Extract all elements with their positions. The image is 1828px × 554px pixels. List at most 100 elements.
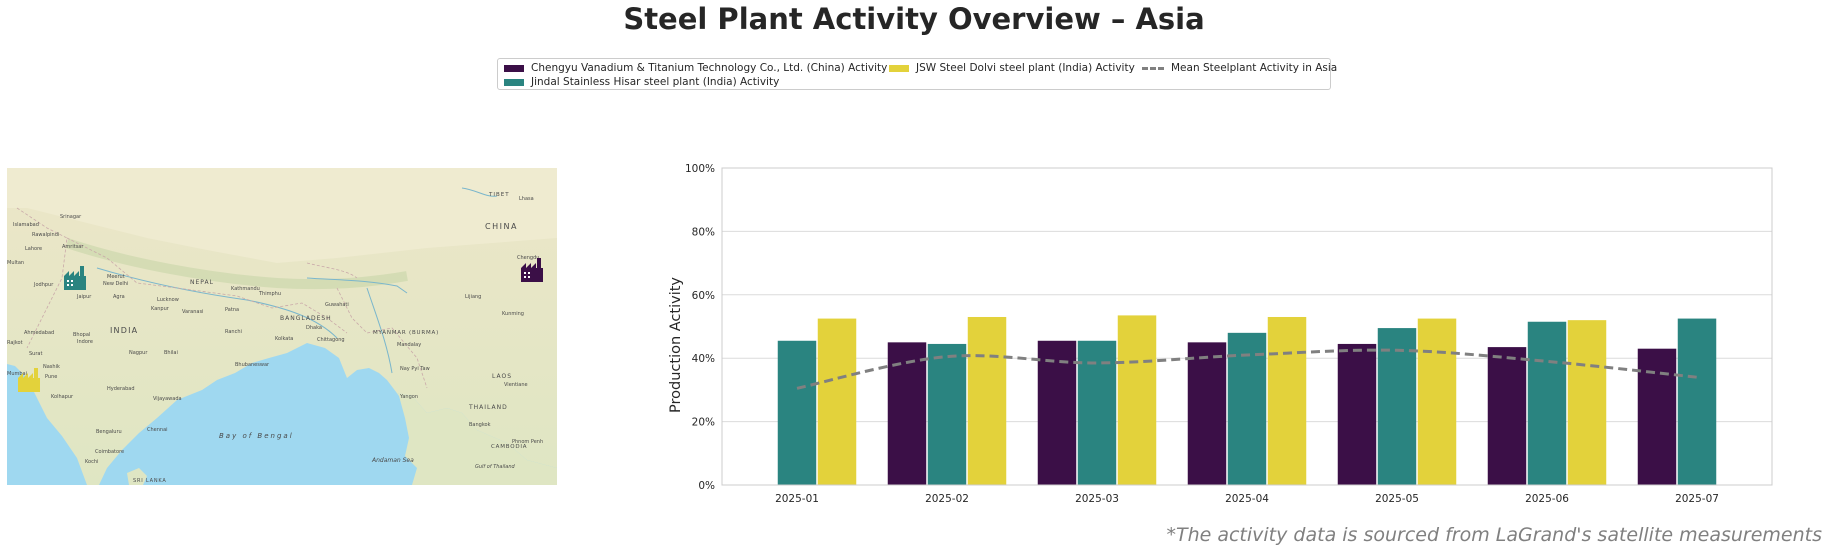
map-label-srilanka: SRI LANKA: [133, 478, 167, 484]
map-city-labels: Islamabad Rawalpindi Srinagar Lahore Amr…: [7, 196, 543, 465]
legend-item-jsw: JSW Steel Dolvi steel plant (India) Acti…: [889, 61, 1135, 75]
city-guwahati: Guwahati: [325, 302, 349, 308]
y-tick-label: 20%: [692, 417, 715, 429]
map-river-irrawaddy: [366, 287, 393, 374]
city-jodhpur: Jodhpur: [33, 282, 54, 288]
x-tick-label: 2025-04: [1225, 493, 1269, 505]
y-tick-label: 80%: [692, 226, 715, 238]
y-tick-label: 100%: [685, 163, 715, 175]
y-tick-label: 60%: [692, 290, 715, 302]
city-newdelhi: New Delhi: [103, 281, 128, 287]
city-nashik: Nashik: [43, 364, 60, 370]
bar-chengyu: [1187, 342, 1227, 485]
city-jaipur: Jaipur: [76, 294, 92, 300]
map-label-cambodia: CAMBODIA: [491, 444, 527, 450]
plant-marker-chengyu: [521, 258, 543, 282]
x-tick-label: 2025-06: [1525, 493, 1569, 505]
bar-jindal: [1527, 321, 1567, 485]
city-indore: Indore: [77, 339, 93, 345]
axis-layer: 0% 20% 40% 60% 80% 100% 2025-01 2025-02 2025-03 2…: [685, 163, 1773, 505]
city-surat: Surat: [29, 351, 42, 357]
city-kanpur: Kanpur: [151, 306, 170, 312]
x-tick-label: 2025-02: [925, 493, 969, 505]
plot-frame: [721, 167, 1773, 486]
bar-jindal: [1677, 318, 1717, 485]
city-vijayawada: Vijayawada: [153, 396, 182, 402]
map-land-southeast: [387, 380, 557, 485]
city-rawalpindi: Rawalpindi: [32, 232, 59, 238]
legend-item-chengyu: Chengyu Vanadium & Titanium Technology C…: [504, 61, 887, 75]
map-river-brahmaputra: [306, 277, 408, 294]
map-label-thailand: THAILAND: [468, 404, 508, 411]
bar-jsw: [967, 316, 1007, 485]
map-border-1: [66, 237, 348, 334]
bar-jsw: [1417, 318, 1457, 485]
city-bengaluru: Bengaluru: [96, 429, 122, 435]
city-lhasa: Lhasa: [519, 196, 534, 202]
map-border-2: [16, 207, 68, 349]
x-tick-label: 2025-01: [775, 493, 819, 505]
city-kolkata: Kolkata: [275, 336, 293, 342]
bar-jindal: [1077, 340, 1117, 485]
bar-chengyu: [1037, 340, 1077, 485]
city-chengdu: Chengdu: [517, 255, 539, 261]
legend: Chengyu Vanadium & Titanium Technology C…: [497, 58, 1337, 90]
map-svg: CHINA INDIA NEPAL BANGLADESH MYANMAR (BU…: [7, 168, 557, 485]
legend-swatch-jindal: [504, 78, 524, 86]
city-mandalay: Mandalay: [397, 342, 421, 348]
bar-jindal: [1377, 328, 1417, 485]
map-label-gulf: Gulf of Thailand: [475, 464, 515, 470]
bar-jsw: [817, 318, 857, 485]
line-layer: [796, 348, 1698, 390]
footnote: *The activity data is sourced from LaGra…: [1166, 524, 1822, 546]
bar-chengyu: [1337, 343, 1377, 485]
activity-chart: 0% 20% 40% 60% 80% 100% 2025-01 2025-02 2025-03 2…: [650, 150, 1820, 514]
bar-layer: [777, 315, 1717, 485]
map-border-4: [306, 262, 358, 279]
city-phnompenh: Phnom Penh: [512, 439, 543, 445]
city-bhilai: Bhilai: [164, 350, 178, 356]
city-yangon: Yangon: [399, 394, 418, 400]
city-lijiang: Lijiang: [465, 294, 481, 300]
plant-marker-jindal: [64, 266, 86, 290]
y-tick-label: 0%: [698, 480, 715, 492]
city-bhubaneswar: Bhubaneswar: [235, 362, 270, 368]
map-label-china: CHINA: [485, 222, 518, 231]
bar-jindal: [1227, 332, 1267, 485]
city-kolhapur: Kolhapur: [51, 394, 74, 400]
legend-label-chengyu: Chengyu Vanadium & Titanium Technology C…: [531, 62, 888, 74]
map-border-3: [336, 287, 428, 389]
city-dhaka: Dhaka: [306, 325, 322, 331]
city-ahmedabad: Ahmedabad: [24, 330, 54, 336]
map-river-ganges: [96, 267, 338, 339]
legend-label-jindal: Jindal Stainless Hisar steel plant (Indi…: [531, 76, 780, 88]
x-tick-label: 2025-07: [1675, 493, 1719, 505]
bar-chengyu: [1637, 348, 1677, 485]
city-varanasi: Varanasi: [182, 309, 203, 315]
chart-title: Steel Plant Activity Overview – Asia: [623, 2, 1205, 36]
legend-item-mean: Mean Steelplant Activity in Asia: [1142, 61, 1337, 75]
city-srinagar: Srinagar: [60, 214, 82, 220]
city-multan: Multan: [7, 260, 24, 266]
city-patna: Patna: [225, 307, 239, 313]
city-thimphu: Thimphu: [258, 291, 281, 297]
city-kathmandu: Kathmandu: [231, 286, 260, 292]
bar-jsw: [1267, 316, 1307, 485]
city-islamabad: Islamabad: [13, 222, 39, 228]
bar-jindal: [927, 343, 967, 485]
y-tick-label: 40%: [692, 353, 715, 365]
map-label-bay: Bay of Bengal: [219, 432, 294, 440]
map-label-nepal: NEPAL: [190, 279, 214, 286]
city-lahore: Lahore: [25, 246, 42, 252]
map-label-laos: LAOS: [492, 373, 512, 380]
location-map: CHINA INDIA NEPAL BANGLADESH MYANMAR (BU…: [7, 168, 557, 485]
map-plateau: [7, 168, 557, 263]
city-kochi: Kochi: [85, 459, 98, 465]
city-meerut: Meerut: [107, 274, 125, 280]
city-lucknow: Lucknow: [157, 297, 179, 303]
legend-swatch-jsw: [889, 64, 909, 72]
map-label-myanmar: MYANMAR (BURMA): [373, 330, 439, 336]
city-chennai: Chennai: [147, 427, 168, 433]
y-axis-label: Production Activity: [668, 277, 684, 413]
map-label-andaman: Andaman Sea: [371, 457, 414, 464]
